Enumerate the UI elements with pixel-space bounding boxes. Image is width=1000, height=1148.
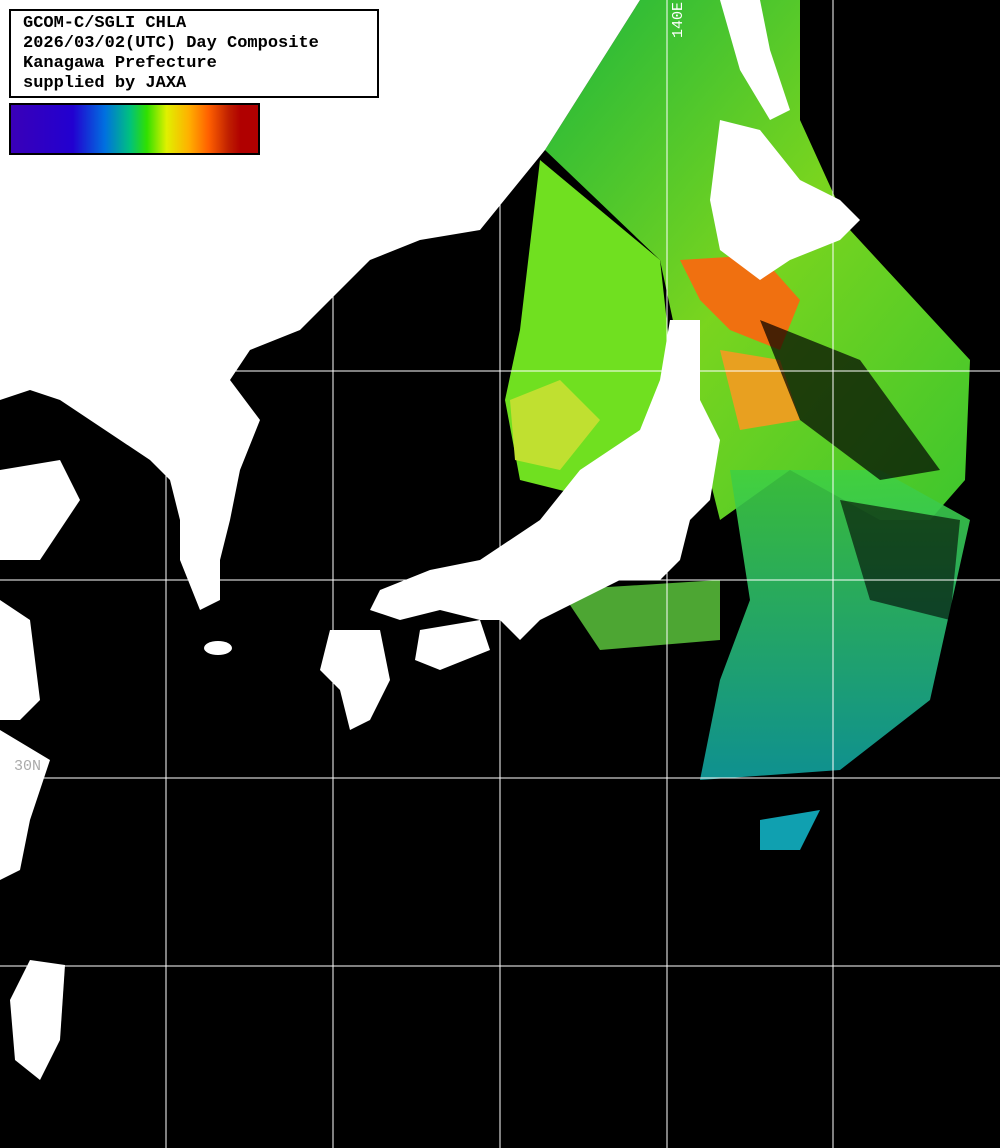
date-line: 2026/03/02(UTC) Day Composite — [23, 34, 319, 53]
product-title: GCOM-C/SGLI CHLA — [23, 14, 187, 33]
credit-line: supplied by JAXA — [23, 74, 187, 93]
lon-label-140e: 140E — [670, 1, 687, 38]
color-scale-bar — [9, 103, 260, 155]
region-line: Kanagawa Prefecture — [23, 54, 217, 73]
title-box: GCOM-C/SGLI CHLA 2026/03/02(UTC) Day Com… — [9, 9, 379, 98]
lat-label-40n: 40N — [14, 351, 42, 368]
lat-label-30n: 30N — [14, 758, 42, 775]
chlorophyll-swath — [505, 0, 970, 850]
land — [0, 0, 860, 1080]
